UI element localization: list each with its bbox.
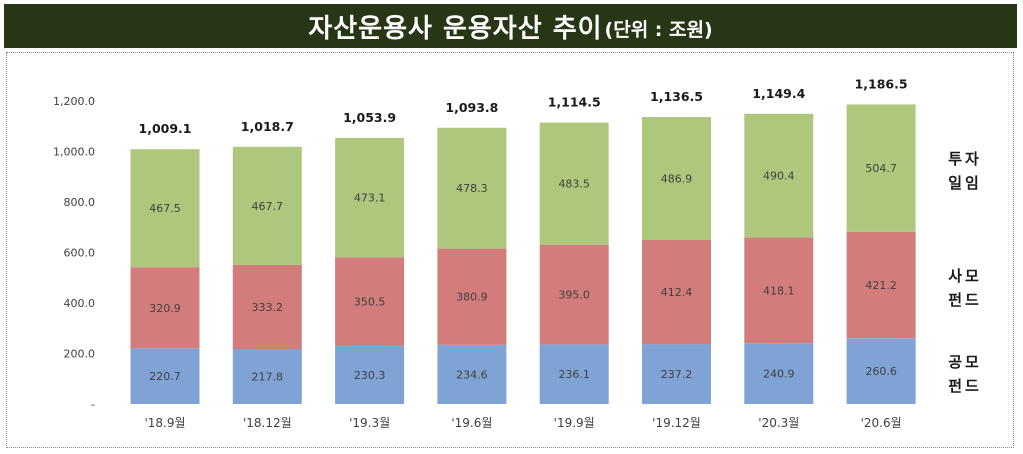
chart-unit-label: (단위 : 조원) [604,18,713,41]
data-label: 240.9 [763,368,795,381]
data-label: 412.4 [661,286,693,299]
data-label: 467.7 [252,200,284,213]
data-label: 486.9 [661,173,693,186]
data-label: 473.1 [354,192,386,205]
total-label: 1,009.1 [139,121,192,136]
y-tick-label: 600.0 [64,247,96,260]
x-tick-label: '18.9월 [144,416,185,430]
bar-segment-tuja [539,122,609,245]
x-tick-label: '20.3월 [758,416,799,430]
y-tick-label: 200.0 [64,348,96,361]
bar-segment-samo [335,257,405,346]
data-label: 217.8 [252,371,284,384]
data-label: 333.2 [252,301,284,314]
data-label: 236.1 [558,368,590,381]
x-tick-label: '19.12월 [652,416,701,430]
data-label: 418.1 [763,284,795,297]
data-label: 350.5 [354,296,386,309]
series-label: 일임 [948,174,982,192]
data-label: 395.0 [558,289,590,302]
chart-frame: - 200.0 400.0 600.0 800.0 1,000.0 1,200.0 220.7… [6,52,1014,448]
total-label: 1,018.7 [241,119,294,134]
bar-segment-samo [437,248,507,345]
total-label: 1,136.5 [650,89,703,104]
bar-segment-tuja [130,149,200,268]
data-label: 483.5 [558,178,590,191]
data-label: 380.9 [456,291,488,304]
data-label: 230.3 [354,369,386,382]
bar-segment-gongmo [335,345,405,404]
series-label: 펀드 [948,291,982,309]
bar-segment-samo [744,237,814,344]
x-tick-label: '19.3월 [349,416,390,430]
data-label: 260.6 [865,365,897,378]
series-label: 공모 [948,353,982,371]
bar-segment-gongmo [642,344,711,404]
data-label: 220.7 [149,370,181,383]
data-label: 504.7 [865,162,897,175]
bar-segment-tuja [846,104,916,232]
bar-segment-gongmo [744,343,814,404]
bar-segment-samo [232,264,302,350]
data-label: 234.6 [456,368,488,381]
x-tick-label: '20.6월 [861,416,902,430]
bar-segment-tuja [642,117,711,240]
x-tick-label: '19.9월 [554,416,595,430]
bar-segment-tuja [744,113,814,238]
bar-segment-gongmo [232,349,302,404]
bar-segment-samo [642,239,711,345]
total-label: 1,053.9 [343,110,396,125]
data-label: 237.2 [661,368,693,381]
title-bar: 자산운용사 운용자산 추이 (단위 : 조원) [4,4,1017,48]
y-tick-label: 1,200.0 [53,95,95,108]
data-label: 490.4 [763,170,795,183]
chart-title: 자산운용사 운용자산 추이 [308,13,603,44]
total-label: 1,093.8 [445,100,498,115]
stacked-bar-chart: - 200.0 400.0 600.0 800.0 1,000.0 1,200.0 220.7… [53,76,982,430]
data-label: 320.9 [149,302,181,315]
series-label: 펀드 [948,377,982,395]
bar-segment-gongmo [130,348,200,404]
data-label: 467.5 [149,202,181,215]
total-label: 1,149.4 [752,86,805,101]
series-label: 사모 [948,267,982,285]
bar-segment-gongmo [539,344,609,404]
series-label: 투자 [948,150,982,168]
total-label: 1,114.5 [548,95,601,110]
bar-segment-gongmo [846,338,916,404]
y-tick-label: 800.0 [64,196,96,209]
y-tick-label: - [91,398,95,411]
x-tick-label: '19.6월 [451,416,492,430]
data-label: 421.2 [865,279,897,292]
data-label: 478.3 [456,182,488,195]
bar-segment-samo [130,267,200,349]
bar-segment-gongmo [437,344,507,404]
total-label: 1,186.5 [855,76,908,91]
bar-segment-tuja [335,137,405,258]
y-tick-label: 1,000.0 [53,146,95,159]
bar-segment-samo [846,231,916,339]
bar-segment-samo [539,244,609,345]
bar-segment-tuja [232,146,302,265]
x-tick-label: '18.12월 [243,416,292,430]
bar-segment-tuja [437,127,507,249]
y-tick-label: 400.0 [64,297,96,310]
